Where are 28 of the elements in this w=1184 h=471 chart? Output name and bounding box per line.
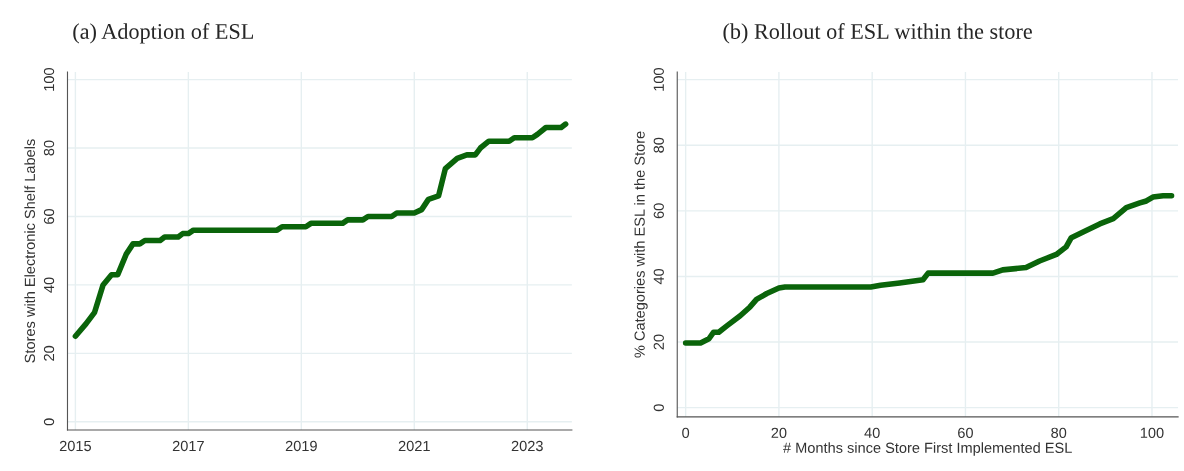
chart-title: (a) Adoption of ESL [73,23,254,44]
y-tick-label: 20 [43,345,55,361]
x-tick-label: 60 [958,427,973,438]
y-tick-label: 80 [653,137,664,153]
x-tick-label: 40 [864,427,880,438]
y-tick-label: 40 [653,268,664,285]
y-tick-label: 60 [43,208,55,224]
x-tick-label: 2015 [59,440,92,452]
y-tick-label: 100 [43,68,55,91]
x-tick-label: 2017 [172,440,204,452]
x-tick-label: 2019 [285,440,317,452]
y-tick-label: 100 [653,68,664,91]
chart-title: (b) Rollout of ESL within the store [723,23,1032,44]
y-tick-label: 20 [653,334,664,350]
x-tick-label: 2021 [398,440,430,452]
y-tick-label: 80 [43,140,55,156]
y-axis-title: Stores with Electronic Shelf Labels [24,139,36,363]
y-tick-label: 40 [43,277,55,293]
x-tick-label: 80 [1051,427,1067,438]
y-tick-label: 0 [653,404,664,412]
x-tick-label: 20 [771,427,787,438]
x-axis-title: # Months since Store First Implemented ESL [783,442,1072,456]
y-axis-title: % Categories with ESL in the Store [634,131,648,358]
x-tick-label: 100 [1140,427,1164,438]
y-tick-label: 60 [653,203,664,219]
y-tick-label: 0 [43,418,55,426]
x-tick-label: 0 [682,427,690,438]
x-tick-label: 2023 [511,440,543,452]
